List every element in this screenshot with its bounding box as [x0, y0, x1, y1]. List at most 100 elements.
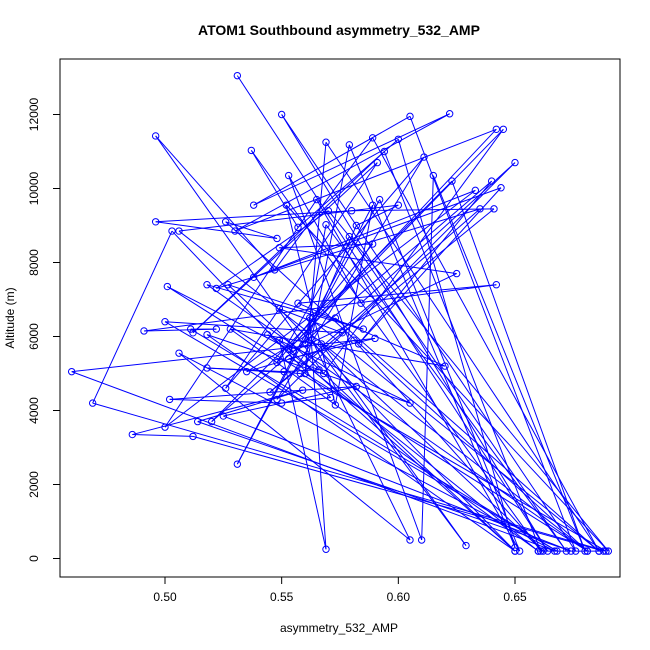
- data-point: [231, 227, 239, 235]
- y-tick-label: 2000: [27, 471, 41, 498]
- data-point: [448, 177, 456, 185]
- data-point: [151, 218, 160, 226]
- data-point: [277, 110, 286, 119]
- data-point: [212, 284, 221, 293]
- data-point: [175, 349, 183, 357]
- series-segment: [276, 156, 425, 400]
- data-point: [163, 282, 172, 291]
- series-segment: [225, 162, 378, 389]
- series-segment: [288, 175, 423, 541]
- data-point: [294, 223, 302, 232]
- x-tick-label: 0.65: [503, 590, 527, 604]
- data-point: [284, 345, 293, 354]
- series-segment: [325, 224, 567, 552]
- series-segment: [297, 284, 497, 304]
- series-segment: [360, 162, 516, 304]
- series-segment: [178, 230, 588, 552]
- series-segment: [132, 389, 303, 436]
- data-point: [273, 234, 281, 243]
- data-point: [583, 547, 592, 555]
- data-point: [226, 325, 235, 333]
- data-point: [471, 186, 480, 195]
- data-point: [317, 340, 326, 348]
- data-point: [476, 205, 484, 213]
- data-point: [536, 547, 545, 555]
- data-point: [249, 273, 258, 281]
- series-segment: [206, 284, 588, 552]
- data-point: [487, 177, 496, 185]
- series-segment: [143, 284, 497, 332]
- data-point: [492, 281, 501, 289]
- data-point: [553, 547, 561, 555]
- data-point: [270, 266, 279, 274]
- series-segment: [155, 135, 325, 374]
- data-point: [354, 340, 363, 348]
- data-point: [445, 110, 454, 118]
- series-segment: [92, 402, 607, 552]
- data-point: [224, 281, 232, 289]
- data-point: [161, 318, 169, 326]
- data-point: [203, 330, 211, 339]
- data-point: [308, 336, 316, 344]
- series-segment: [178, 352, 411, 541]
- data-point: [168, 227, 176, 235]
- data-point: [175, 227, 183, 235]
- series-lines: [71, 75, 609, 552]
- data-point: [492, 125, 501, 134]
- data-point: [331, 401, 340, 409]
- data-point: [263, 330, 272, 339]
- data-point: [284, 355, 293, 363]
- data-point: [294, 299, 302, 307]
- data-point: [511, 547, 519, 555]
- series-segment: [253, 115, 411, 206]
- data-point: [511, 158, 519, 167]
- data-point: [203, 364, 211, 372]
- series-segment: [236, 75, 549, 552]
- data-point: [221, 384, 230, 392]
- series-segment: [164, 321, 343, 334]
- data-point: [581, 547, 589, 555]
- data-point: [350, 336, 358, 344]
- data-point: [305, 314, 314, 322]
- series-segment: [164, 321, 558, 552]
- series-segment: [288, 175, 362, 304]
- series-segment: [206, 367, 301, 374]
- series-segment: [253, 189, 476, 278]
- data-point: [347, 207, 356, 215]
- data-point: [375, 195, 384, 204]
- series-segment: [132, 434, 194, 437]
- data-point: [394, 201, 403, 209]
- data-point: [406, 399, 414, 407]
- series-segment: [353, 339, 544, 552]
- data-point: [140, 327, 148, 335]
- data-point: [539, 547, 547, 555]
- series-segment: [167, 286, 294, 352]
- series-segment: [197, 421, 572, 552]
- series-segment: [309, 317, 327, 550]
- series-segment: [192, 435, 604, 552]
- data-point: [420, 153, 428, 161]
- data-point: [296, 369, 305, 378]
- y-tick-label: 6000: [27, 323, 41, 350]
- series-segment: [320, 343, 544, 552]
- data-point: [515, 547, 524, 555]
- data-point: [249, 201, 258, 209]
- data-point: [406, 112, 414, 121]
- data-point: [315, 366, 323, 374]
- data-point: [417, 536, 426, 544]
- data-point: [277, 399, 286, 407]
- data-point: [221, 218, 230, 226]
- data-point: [452, 269, 461, 278]
- chart-title: ATOM1 Southbound asymmetry_532_AMP: [198, 22, 480, 38]
- y-axis-label: Altitude (m): [3, 287, 17, 348]
- series-segment: [92, 230, 173, 404]
- data-point: [368, 240, 377, 248]
- series-segment: [320, 343, 467, 546]
- data-point: [289, 347, 298, 355]
- data-point: [359, 325, 368, 333]
- data-point: [571, 547, 580, 555]
- x-axis: 0.50 0.55 0.60 0.65: [153, 576, 527, 604]
- series-segment: [309, 317, 600, 552]
- series-segment: [274, 137, 374, 271]
- data-point: [567, 547, 575, 555]
